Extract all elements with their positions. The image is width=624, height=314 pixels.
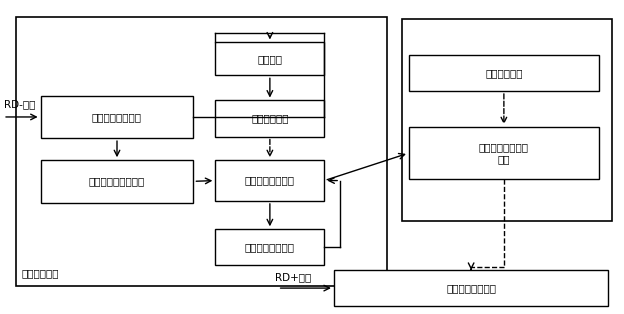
Text: 倍频时钟相位分配
电路: 倍频时钟相位分配 电路 bbox=[479, 142, 529, 164]
FancyBboxPatch shape bbox=[409, 55, 599, 91]
Text: 脉冲相移电路: 脉冲相移电路 bbox=[251, 114, 289, 123]
Text: 复位信号: 复位信号 bbox=[257, 54, 283, 64]
Text: 数据整形输出模块: 数据整形输出模块 bbox=[446, 283, 496, 293]
Text: 相位选择锁存电路: 相位选择锁存电路 bbox=[245, 242, 295, 252]
FancyBboxPatch shape bbox=[215, 229, 324, 265]
FancyBboxPatch shape bbox=[215, 42, 324, 75]
Text: 快速窗口比较阵列: 快速窗口比较阵列 bbox=[245, 176, 295, 186]
FancyBboxPatch shape bbox=[409, 127, 599, 179]
Text: 时钟倍频电路: 时钟倍频电路 bbox=[485, 68, 523, 78]
FancyBboxPatch shape bbox=[16, 17, 387, 286]
FancyBboxPatch shape bbox=[215, 100, 324, 137]
Text: RD-信号: RD-信号 bbox=[4, 99, 36, 109]
Text: 相位差脉冲整流电路: 相位差脉冲整流电路 bbox=[89, 176, 145, 186]
Text: RD+信号: RD+信号 bbox=[275, 272, 311, 282]
FancyBboxPatch shape bbox=[402, 19, 612, 221]
FancyBboxPatch shape bbox=[215, 160, 324, 201]
FancyBboxPatch shape bbox=[41, 96, 193, 138]
Text: 相位差分运算电路: 相位差分运算电路 bbox=[92, 112, 142, 122]
Text: 鉴相电路本体: 鉴相电路本体 bbox=[22, 268, 59, 278]
FancyBboxPatch shape bbox=[334, 270, 608, 306]
FancyBboxPatch shape bbox=[41, 160, 193, 203]
